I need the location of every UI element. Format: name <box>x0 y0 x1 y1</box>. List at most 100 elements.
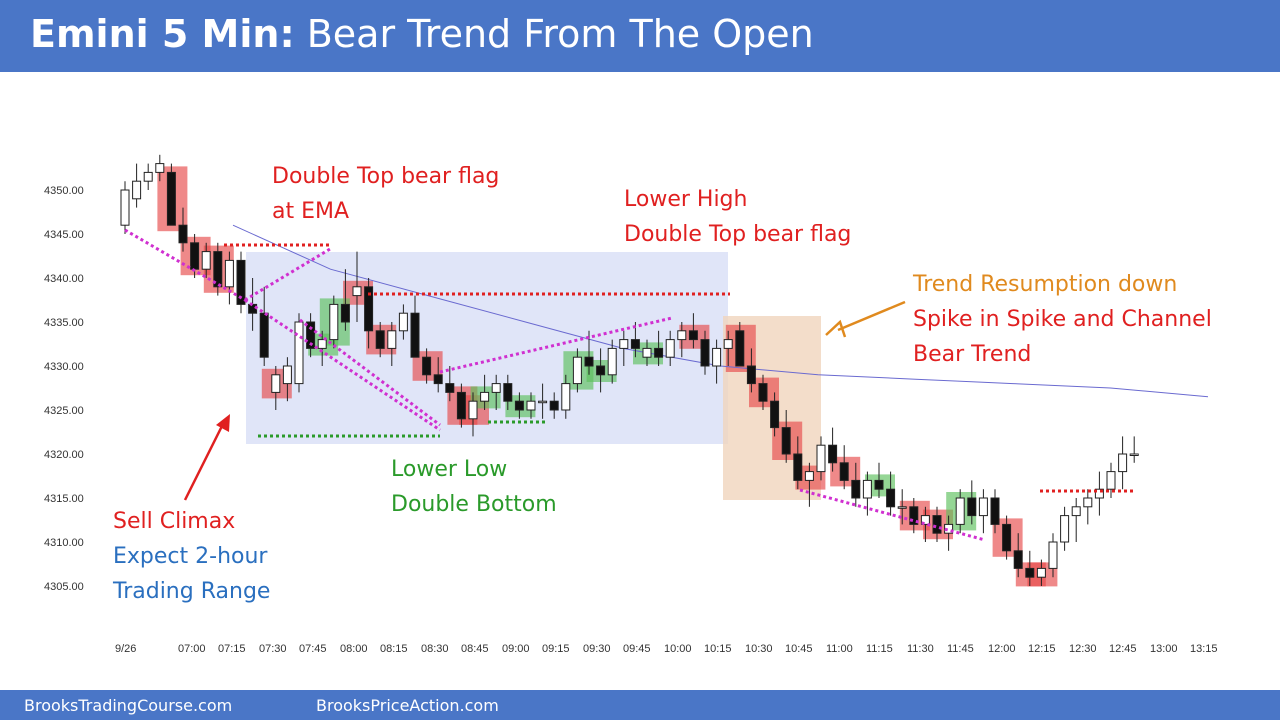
candle <box>456 383 466 428</box>
candle <box>224 251 234 305</box>
candle-body <box>178 224 188 244</box>
candle-body <box>839 462 849 481</box>
footer-banner: BrooksTradingCourse.com BrooksPriceActio… <box>0 690 1280 720</box>
x-tick-label: 13:00 <box>1150 643 1178 655</box>
candle <box>793 436 803 490</box>
channel-line-1 <box>124 228 246 302</box>
x-tick-label: 08:15 <box>380 643 408 655</box>
candle-body <box>201 251 211 270</box>
candle-body <box>770 400 780 429</box>
title-rest: Bear Trend From The Open <box>294 12 814 56</box>
candle-body <box>630 339 640 349</box>
candle <box>746 348 756 393</box>
annotation-text: Spike in Spike and Channel <box>913 307 1212 332</box>
footer-link-priceaction[interactable]: BrooksPriceAction.com <box>316 696 499 715</box>
candle-body <box>306 321 316 349</box>
candle-body <box>909 506 919 525</box>
candle <box>1083 489 1093 525</box>
candle-body <box>828 444 838 464</box>
candle-body <box>526 400 536 411</box>
candle <box>410 295 420 358</box>
candle-body <box>723 339 733 349</box>
x-tick-label: 09:15 <box>542 643 570 655</box>
candle-body <box>1002 523 1012 552</box>
candle <box>236 251 246 314</box>
candle <box>932 506 942 542</box>
candle-body <box>155 163 165 173</box>
x-tick-label: 07:15 <box>218 643 246 655</box>
candle <box>491 374 501 410</box>
candle-body <box>862 479 872 499</box>
candle-body <box>329 303 339 341</box>
x-tick-label: 10:30 <box>745 643 773 655</box>
candle-body <box>248 303 258 314</box>
candle <box>480 374 490 410</box>
annotation-text: Bear Trend <box>913 342 1031 367</box>
candle <box>642 339 652 366</box>
candle-body <box>491 383 501 393</box>
candle-body <box>654 347 664 358</box>
candle <box>1060 506 1070 551</box>
y-tick-label: 4315.00 <box>44 493 84 505</box>
candle <box>317 330 327 366</box>
candle <box>561 374 571 419</box>
candle <box>259 286 269 366</box>
candle-body <box>642 347 652 358</box>
candle <box>433 357 443 393</box>
annotation-text: Double Bottom <box>391 492 557 517</box>
title-banner: Emini 5 Min: Bear Trend From The Open <box>0 0 1280 72</box>
candle <box>178 207 188 252</box>
candle-body <box>712 347 722 367</box>
candle <box>166 163 176 226</box>
candle <box>712 339 722 384</box>
candle <box>909 498 919 534</box>
candle <box>1071 498 1081 542</box>
candle-body <box>1048 541 1058 569</box>
trend-arrow-line <box>837 300 906 332</box>
candle-body <box>561 383 571 411</box>
annotation-text: Trading Range <box>112 579 270 604</box>
candle <box>422 348 432 384</box>
trend-arrowhead <box>825 319 847 338</box>
candle <box>364 278 374 349</box>
y-tick-label: 4345.00 <box>44 229 84 241</box>
candle-body <box>978 497 988 517</box>
candle-body <box>967 497 977 517</box>
x-tick-label: 11:15 <box>866 643 893 655</box>
candle <box>1048 533 1058 578</box>
candle <box>155 154 165 182</box>
y-tick-label: 4335.00 <box>44 317 84 329</box>
candle-body <box>596 365 606 376</box>
candle-body <box>1129 453 1139 456</box>
candle-body <box>1060 515 1070 543</box>
annotation-text: Lower Low <box>391 457 507 482</box>
candle <box>920 506 930 542</box>
candlestick-chart: 4350.00 4345.00 4340.00 4335.00 4330.00 4325.… <box>44 154 1218 655</box>
candle <box>897 489 907 525</box>
candle-body <box>1118 453 1128 473</box>
candle-body <box>352 286 362 297</box>
candle <box>526 392 536 419</box>
x-tick-label: 07:45 <box>299 643 327 655</box>
candle <box>781 410 791 463</box>
x-tick-label: 08:45 <box>461 643 489 655</box>
candle-body <box>665 339 675 358</box>
candle <box>213 242 223 296</box>
x-tick-label: 09:45 <box>623 643 651 655</box>
candle <box>677 322 687 358</box>
candle-body <box>480 391 490 402</box>
footer-link-course[interactable]: BrooksTradingCourse.com <box>24 696 233 715</box>
candle-body <box>398 312 408 332</box>
candle-body <box>410 312 420 358</box>
candle-body <box>224 259 234 288</box>
candle-body <box>1094 488 1104 499</box>
title-bold: Emini 5 Min: <box>30 12 295 56</box>
candle <box>828 427 838 472</box>
candle <box>839 445 849 490</box>
candle <box>398 304 408 340</box>
candle <box>1129 436 1139 463</box>
candle-body <box>468 400 478 420</box>
candle-body <box>422 356 432 376</box>
candle-body <box>886 488 896 508</box>
candle-body <box>874 479 884 490</box>
